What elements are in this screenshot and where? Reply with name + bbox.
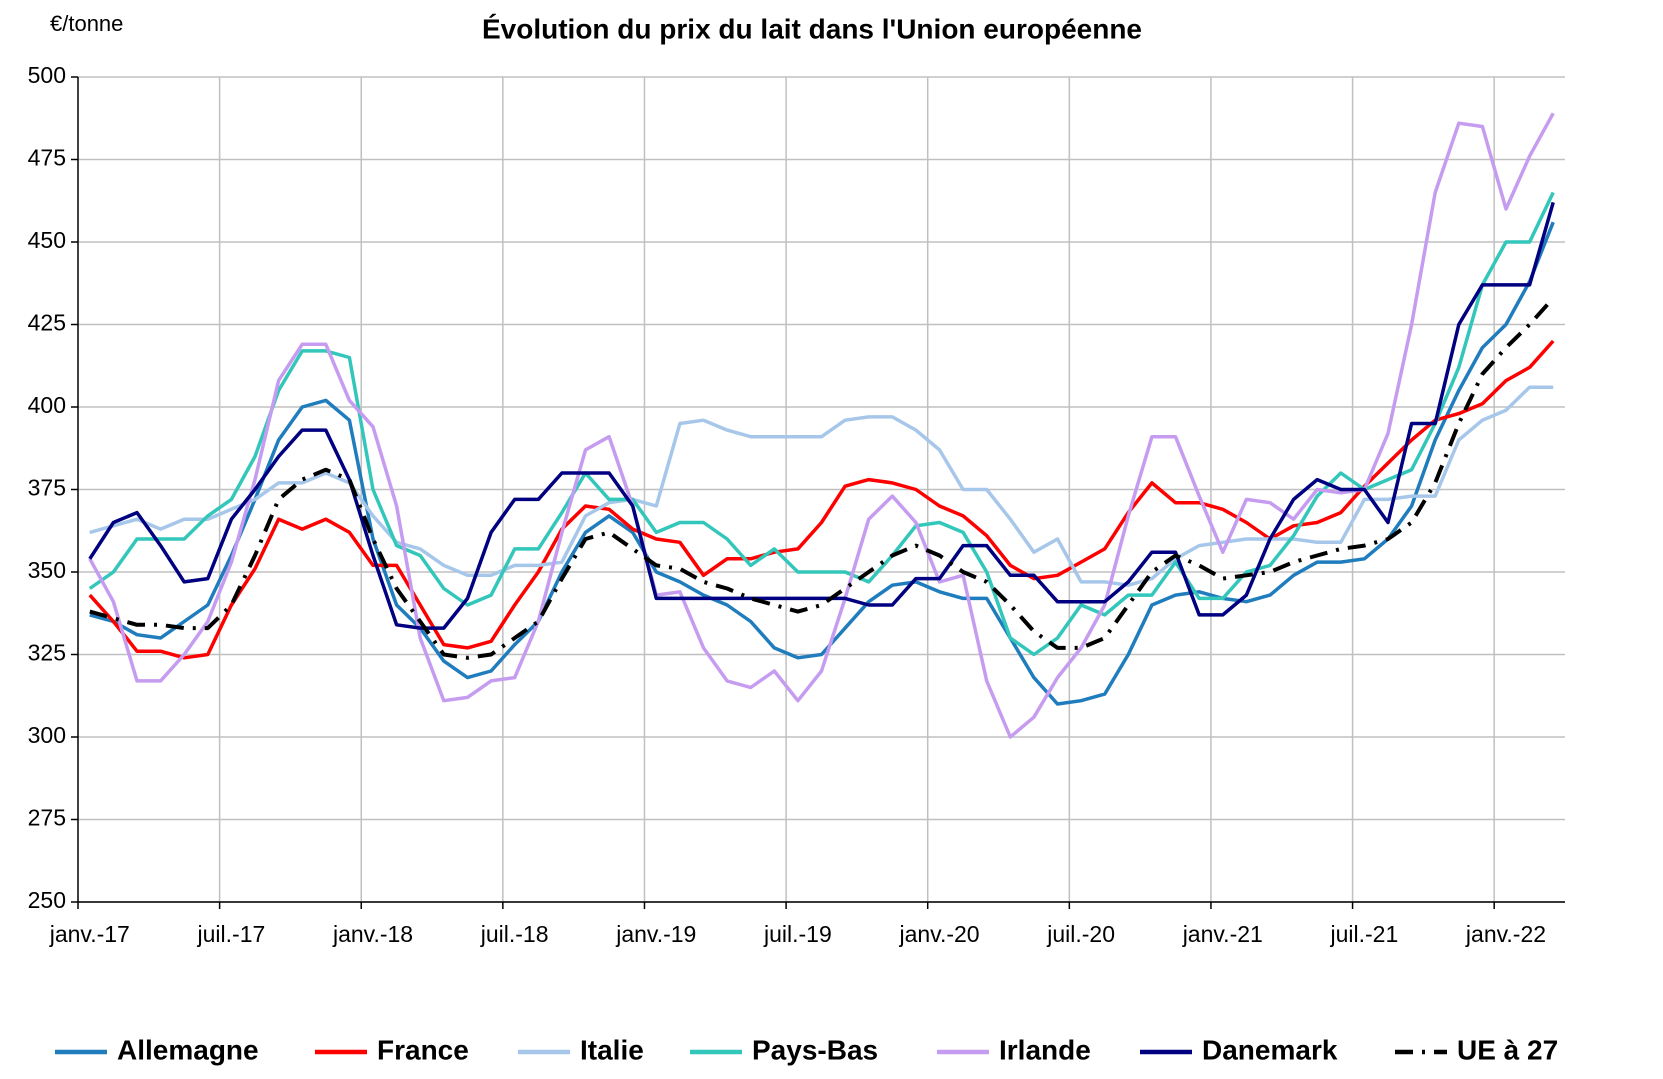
y-tick-label: 275 <box>28 805 66 831</box>
series-line <box>88 201 1555 630</box>
series-line <box>88 112 1555 739</box>
x-tick-label: janv.-22 <box>1465 921 1546 947</box>
y-tick-label: 475 <box>28 145 66 171</box>
x-tick-label: juil.-20 <box>1046 921 1115 947</box>
series-line <box>89 221 1555 706</box>
x-tick-label: juil.-17 <box>197 921 266 947</box>
y-tick-label: 250 <box>28 887 66 913</box>
y-tick-label: 300 <box>28 722 66 748</box>
legend-label: Irlande <box>999 1034 1091 1065</box>
series-line <box>89 385 1554 587</box>
series-line <box>88 191 1555 657</box>
y-tick-label: 350 <box>28 557 66 583</box>
legend-label: Allemagne <box>117 1034 259 1065</box>
y-tick-label: 425 <box>28 310 66 336</box>
y-tick-label: 400 <box>28 392 66 418</box>
y-tick-label: 375 <box>28 475 66 501</box>
legend-label: Italie <box>580 1034 644 1065</box>
y-tick-label: 325 <box>28 640 66 666</box>
y-axis-unit: €/tonne <box>50 11 123 36</box>
series-line <box>88 339 1555 660</box>
x-tick-label: janv.-17 <box>49 921 130 947</box>
y-tick-label: 500 <box>28 62 66 88</box>
legend-label: UE à 27 <box>1457 1034 1558 1065</box>
x-tick-label: juil.-19 <box>763 921 832 947</box>
x-tick-label: janv.-18 <box>332 921 413 947</box>
legend-label: Pays-Bas <box>752 1034 878 1065</box>
x-tick-label: juil.-18 <box>480 921 549 947</box>
x-tick-label: juil.-21 <box>1329 921 1398 947</box>
y-tick-label: 450 <box>28 227 66 253</box>
x-tick-label: janv.-20 <box>898 921 979 947</box>
x-tick-label: janv.-19 <box>615 921 696 947</box>
x-tick-label: janv.-21 <box>1182 921 1263 947</box>
legend-label: France <box>377 1034 469 1065</box>
legend-label: Danemark <box>1202 1034 1338 1065</box>
chart-title: Évolution du prix du lait dans l'Union e… <box>482 13 1142 44</box>
